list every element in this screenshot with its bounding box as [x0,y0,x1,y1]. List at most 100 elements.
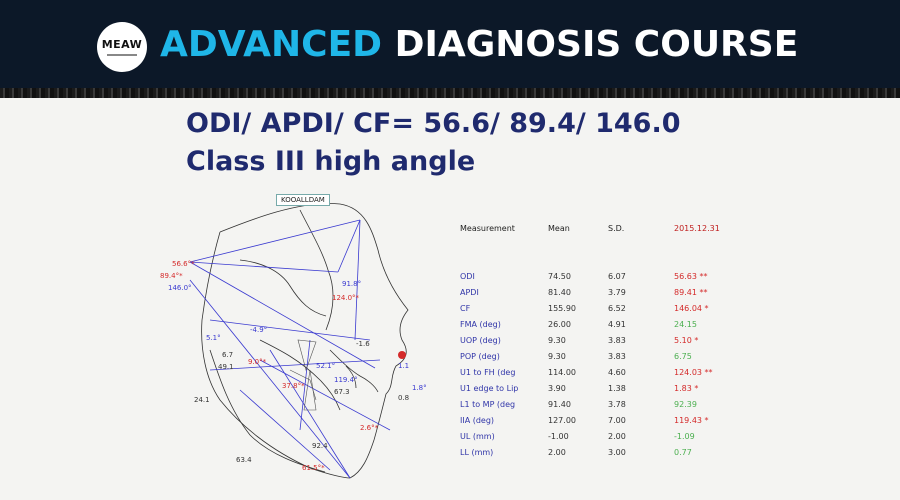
header-mean: Mean [548,223,570,233]
measurement-name: U1 to FH (deg [460,367,516,377]
tracing-label: 119.4° [334,376,358,384]
tracing-label: 0.8 [398,394,409,402]
heading-odi-apdi-cf: ODI/ APDI/ CF= 56.6/ 89.4/ 146.0 [186,108,681,139]
table-row: L1 to MP (deg 91.40 3.78 92.39 [452,396,744,412]
mean-value: -1.00 [548,431,569,441]
cephalometric-tracing: 56.6°* 89.4°* 146.0° 91.8° 124.0°* -4.9°… [160,203,427,479]
measurement-name: UL (mm) [460,431,495,441]
course-header: MEAW ADVANCED DIAGNOSIS COURSE [0,0,900,88]
tracing-label: 124.0°* [332,294,360,302]
meaw-logo: MEAW [97,22,147,72]
logo-underline [107,54,137,56]
measurement-name: L1 to MP (deg [460,399,516,409]
mean-value: 81.40 [548,287,571,297]
tracing-label: 89.4°* [160,272,183,280]
patient-value: 92.39 [674,399,697,409]
sd-value: 2.00 [608,431,626,441]
table-row: FMA (deg) 26.00 4.91 24.15 [452,316,744,332]
patient-value: 0.77 [674,447,692,457]
table-row: POP (deg) 9.30 3.83 6.75 [452,348,744,364]
tracing-label: 1.1 [398,362,409,370]
tracing-label: 9.0°* [248,358,267,366]
patient-value: 6.75 [674,351,692,361]
mean-value: 114.00 [548,367,576,377]
tracing-label: 6.7 [222,351,233,359]
tracing-label: -4.9° [250,326,267,334]
header-date: 2015.12.31 [674,223,720,233]
measurement-name: APDI [460,287,479,297]
tracing-label: 146.0° [168,284,192,292]
table-row: ODI 74.50 6.07 56.63 ** [452,268,744,284]
table-row: U1 edge to Lip 3.90 1.38 1.83 * [452,380,744,396]
header-measurement: Measurement [460,223,515,233]
tracing-label: 24.1 [194,396,210,404]
tracing-name-tag: KOOALLDAM [276,194,330,206]
tracing-label: 92.4 [312,442,328,450]
sd-value: 3.83 [608,351,626,361]
measurement-name: U1 edge to Lip [460,383,519,393]
patient-value: 56.63 ** [674,271,708,281]
sd-value: 3.83 [608,335,626,345]
sd-value: 4.91 [608,319,626,329]
mean-value: 26.00 [548,319,571,329]
course-title: ADVANCED DIAGNOSIS COURSE [160,24,798,65]
sd-value: 3.79 [608,287,626,297]
logo-text: MEAW [101,38,143,51]
table-row: APDI 81.40 3.79 89.41 ** [452,284,744,300]
tracing-label: 52.1° [316,362,335,370]
tracing-label: 2.6°* [360,424,379,432]
sd-value: 7.00 [608,415,626,425]
measurement-name: FMA (deg) [460,319,501,329]
header-sd: S.D. [608,223,625,233]
tracing-label: 37.8°* [282,382,305,390]
measurement-table: Measurement Mean S.D. 2015.12.31 ODI 74.5… [452,220,744,460]
sd-value: 6.52 [608,303,626,313]
table-row: IIA (deg) 127.00 7.00 119.43 * [452,412,744,428]
sd-value: 4.60 [608,367,626,377]
mean-value: 9.30 [548,335,566,345]
mean-value: 155.90 [548,303,576,313]
sd-value: 1.38 [608,383,626,393]
table-row: U1 to FH (deg 114.00 4.60 124.03 ** [452,364,744,380]
patient-value: 1.83 * [674,383,699,393]
mean-value: 127.00 [548,415,576,425]
mean-value: 9.30 [548,351,566,361]
table-row: UL (mm) -1.00 2.00 -1.09 [452,428,744,444]
sd-value: 3.00 [608,447,626,457]
heading-classification: Class III high angle [186,146,476,177]
patient-value: 119.43 * [674,415,709,425]
title-highlight: ADVANCED [160,24,383,65]
patient-value: 89.41 ** [674,287,708,297]
measurement-name: UOP (deg) [460,335,501,345]
patient-value: -1.09 [674,431,695,441]
table-row: UOP (deg) 9.30 3.83 5.10 * [452,332,744,348]
tracing-label: -1.6 [356,340,370,348]
patient-value: 146.04 * [674,303,709,313]
sd-value: 3.78 [608,399,626,409]
measurement-name: LL (mm) [460,447,494,457]
tracing-label: 49.1 [218,363,234,371]
measurement-name: CF [460,303,471,313]
patient-value: 24.15 [674,319,697,329]
table-row: CF 155.90 6.52 146.04 * [452,300,744,316]
measurement-name: POP (deg) [460,351,500,361]
anatomy-outlines [201,203,409,479]
header-texture-strip [0,88,900,98]
mean-value: 74.50 [548,271,571,281]
measurement-lines [189,219,391,479]
teeth-outlines [289,339,317,411]
tracing-label: 61.5°* [302,464,325,472]
tracing-label: 63.4 [236,456,252,464]
mean-value: 3.90 [548,383,566,393]
measurement-name: IIA (deg) [460,415,495,425]
reference-point [398,351,406,359]
tracing-label: 5.1° [206,334,221,342]
table-row: LL (mm) 2.00 3.00 0.77 [452,444,744,460]
title-rest: DIAGNOSIS COURSE [394,24,799,65]
mean-value: 91.40 [548,399,571,409]
patient-value: 124.03 ** [674,367,713,377]
patient-value: 5.10 * [674,335,699,345]
sd-value: 6.07 [608,271,626,281]
tracing-label: 91.8° [342,280,361,288]
tracing-label: 1.8° [412,384,427,392]
